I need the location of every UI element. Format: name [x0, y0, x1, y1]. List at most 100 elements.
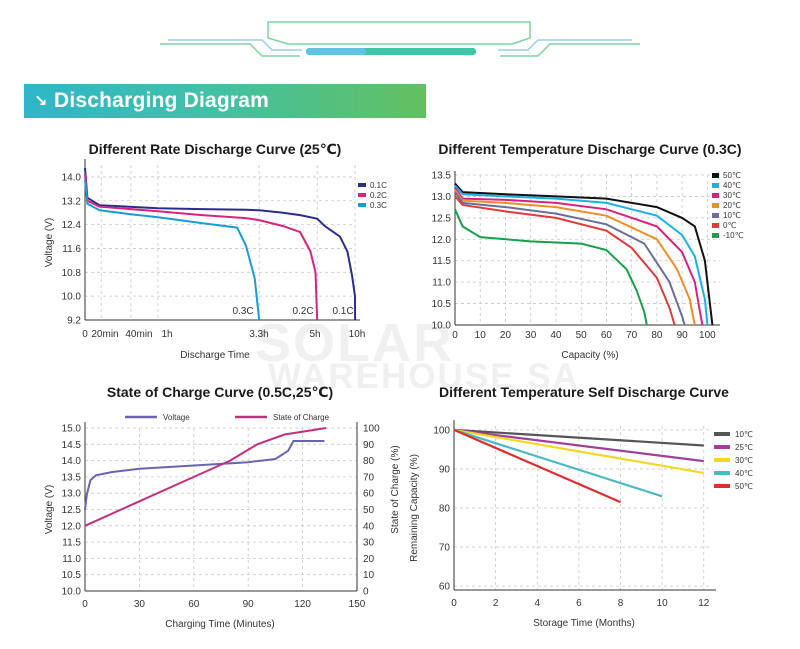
arrow-down-right-icon: ↘ — [34, 93, 48, 110]
series-line-0.2C — [84, 173, 319, 321]
legend-swatch — [712, 173, 719, 178]
x-tick-label: 90 — [243, 599, 255, 610]
legend-label: 10℃ — [735, 430, 753, 439]
x-tick-label: 10h — [349, 329, 366, 340]
legend-swatch — [714, 471, 730, 475]
x-tick-label: 60 — [188, 599, 200, 610]
series-line-10℃ — [454, 191, 686, 326]
watermark-subtext: WAREHOUSE SA — [268, 357, 580, 396]
x-tick-label: 100 — [699, 330, 716, 341]
x-tick-label: 0 — [82, 329, 88, 340]
y2-tick-label: 60 — [363, 489, 375, 500]
legend-swatch — [712, 213, 719, 218]
end-label: 0.1C — [332, 306, 353, 317]
y-tick-label: 10.5 — [432, 299, 452, 310]
legend-label: 50℃ — [723, 171, 741, 180]
x-tick-label: 70 — [626, 330, 638, 341]
x-tick-label: 50 — [576, 330, 588, 341]
legend-label: 20℃ — [723, 201, 741, 210]
y-tick-label: 12.5 — [432, 213, 452, 224]
series-line-voltage — [84, 440, 325, 510]
legend-label: 0.3C — [370, 201, 387, 210]
x-tick-label: 0 — [82, 599, 88, 610]
y-tick-label: 70 — [439, 543, 451, 554]
x-tick-label: 120 — [294, 599, 311, 610]
chart-title: State of Charge Curve (0.5C,25℃) — [107, 384, 333, 400]
legend-swatch — [712, 233, 719, 238]
y-tick-label: 100 — [433, 425, 450, 436]
series-line-50℃ — [454, 182, 714, 326]
chart-title: Different Rate Discharge Curve (25℃) — [89, 141, 342, 157]
legend-swatch — [714, 458, 730, 462]
legend-label: 40℃ — [723, 181, 741, 190]
section-title: Discharging Diagram — [54, 89, 270, 112]
x-tick-label: 40 — [550, 330, 562, 341]
y2-tick-label: 70 — [363, 472, 375, 483]
legend-swatch — [712, 183, 719, 188]
y-tick-label: 12.5 — [62, 505, 82, 516]
x-tick-label: 20 — [500, 330, 512, 341]
y-tick-label: 11.0 — [62, 554, 81, 565]
y-tick-label: 13.0 — [432, 192, 452, 203]
x-tick-label: 12 — [698, 598, 710, 609]
series-line-25℃ — [453, 428, 704, 463]
legend-label: State of Charge — [273, 413, 330, 422]
x-tick-label: 60 — [601, 330, 613, 341]
y2-tick-label: 20 — [363, 554, 375, 565]
y-tick-label: 13.5 — [62, 472, 82, 483]
legend-swatch — [714, 445, 730, 449]
legend-swatch — [714, 432, 730, 436]
y-tick-label: 80 — [439, 504, 451, 515]
y-tick-label: 15.0 — [62, 424, 82, 435]
x-tick-label: 6 — [576, 598, 582, 609]
y-tick-label: 11.6 — [62, 244, 81, 255]
y2-tick-label: 40 — [363, 521, 375, 532]
self-discharge-chart: Different Temperature Self Discharge Cur… — [409, 384, 753, 629]
y-tick-label: 14.0 — [62, 456, 82, 467]
y2-axis-label: State of Charge (%) — [390, 445, 401, 533]
x-tick-label: 5h — [309, 329, 320, 340]
series-line-30℃ — [453, 428, 704, 474]
x-tick-label: 40min — [125, 329, 152, 340]
y-tick-label: 12.0 — [62, 521, 82, 532]
y-tick-label: 11.5 — [432, 256, 451, 267]
x-tick-label: 10 — [475, 330, 487, 341]
x-tick-label: 2 — [493, 598, 499, 609]
series-line-40℃ — [454, 185, 709, 326]
x-tick-label: 150 — [349, 599, 366, 610]
series-line-50℃ — [453, 428, 621, 504]
header-decoration — [160, 21, 640, 57]
legend-swatch — [358, 183, 366, 187]
y-tick-label: 13.2 — [62, 196, 82, 207]
y2-tick-label: 30 — [363, 538, 375, 549]
y-tick-label: 10.0 — [62, 292, 82, 303]
legend-label: 0.1C — [370, 181, 387, 190]
section-banner: ↘ Discharging Diagram — [24, 84, 426, 118]
legend-label: 25℃ — [735, 443, 753, 452]
x-tick-label: 4 — [534, 598, 540, 609]
legend-swatch — [712, 223, 719, 228]
y-tick-label: 90 — [439, 464, 451, 475]
y-tick-label: 11.0 — [432, 278, 451, 289]
x-tick-label: 90 — [677, 330, 689, 341]
series-line-0℃ — [454, 195, 676, 326]
end-label: 0.2C — [292, 306, 313, 317]
x-tick-label: 3.3h — [249, 329, 268, 340]
series-line-30℃ — [454, 187, 704, 326]
y2-tick-label: 50 — [363, 505, 375, 516]
series-line-20℃ — [454, 189, 696, 326]
legend-swatch — [712, 193, 719, 198]
series-line-0.1C — [84, 167, 357, 321]
x-axis-label: Capacity (%) — [561, 350, 618, 361]
legend-label: 0℃ — [723, 221, 736, 230]
legend-label: -10℃ — [723, 231, 744, 240]
y2-tick-label: 100 — [363, 424, 380, 435]
y-tick-label: 12.4 — [62, 220, 82, 231]
legend-swatch — [358, 203, 366, 207]
y-tick-label: 10.0 — [432, 321, 452, 332]
rate-discharge-chart: Different Rate Discharge Curve (25℃) 9.2 1… — [44, 141, 387, 361]
y-tick-label: 12.0 — [432, 235, 452, 246]
y-tick-label: 14.0 — [62, 172, 82, 183]
x-tick-label: 0 — [451, 598, 457, 609]
y2-tick-label: 10 — [363, 570, 375, 581]
